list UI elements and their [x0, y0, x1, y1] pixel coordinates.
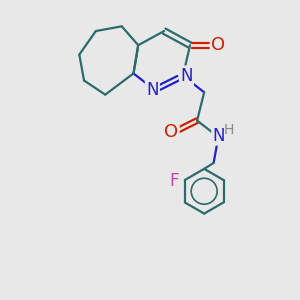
Text: N: N — [180, 67, 193, 85]
Text: O: O — [211, 36, 225, 54]
Text: N: N — [212, 127, 225, 145]
Text: H: H — [224, 123, 234, 137]
Text: N: N — [146, 81, 159, 99]
Text: F: F — [169, 172, 179, 190]
Text: O: O — [164, 123, 178, 141]
